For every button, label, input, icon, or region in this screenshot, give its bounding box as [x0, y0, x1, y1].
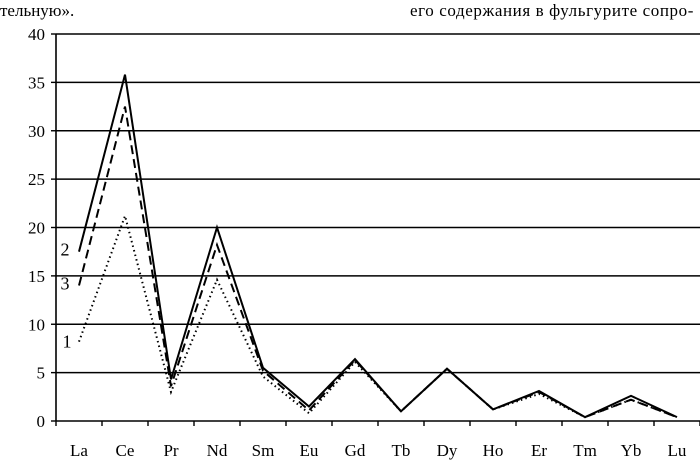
x-tick-label-eu: Eu: [300, 441, 319, 460]
y-tick-label: 20: [28, 219, 45, 238]
series-label-1: 1: [63, 332, 72, 352]
axes: [51, 33, 700, 426]
y-tick-label: 25: [28, 170, 45, 189]
y-tick-label: 40: [28, 25, 45, 44]
x-tick-label-la: La: [70, 441, 88, 460]
page-text-left: тельную».: [0, 1, 75, 20]
x-tick-label-tm: Tm: [573, 441, 597, 460]
x-tick-label-ce: Ce: [116, 441, 135, 460]
x-tick-label-nd: Nd: [207, 441, 228, 460]
x-tick-label-ho: Ho: [483, 441, 504, 460]
y-tick-label: 35: [28, 73, 45, 92]
y-tick-label: 30: [28, 122, 45, 141]
y-tick-label: 5: [37, 364, 46, 383]
x-tick-label-sm: Sm: [252, 441, 275, 460]
y-tick-label: 0: [37, 412, 46, 431]
y-tick-label: 15: [28, 267, 45, 286]
page-text-right: его содержания в фульгурите сопро-: [409, 1, 694, 20]
x-tick-label-yb: Yb: [621, 441, 642, 460]
x-tick-label-lu: Lu: [668, 441, 687, 460]
x-tick-labels: La Ce Pr Nd Sm Eu Gd Tb Dy Ho Er Tm Yb Lu: [70, 441, 687, 460]
series-label-2: 2: [61, 240, 70, 260]
series-label-3: 3: [61, 274, 70, 294]
series-line-3: [78, 106, 678, 419]
series-line-2: [78, 74, 678, 419]
gridlines: [56, 33, 700, 374]
x-tick-label-gd: Gd: [345, 441, 366, 460]
x-tick-label-tb: Tb: [392, 441, 411, 460]
series-labels: 1 2 3: [61, 240, 72, 352]
x-tick-label-dy: Dy: [437, 441, 458, 460]
y-tick-label: 10: [28, 315, 45, 334]
x-tick-label-pr: Pr: [163, 441, 178, 460]
y-tick-labels: 0 5 10 15 20 25 30 35 40: [28, 25, 45, 431]
x-tick-label-er: Er: [531, 441, 547, 460]
series-lines: [78, 74, 678, 419]
